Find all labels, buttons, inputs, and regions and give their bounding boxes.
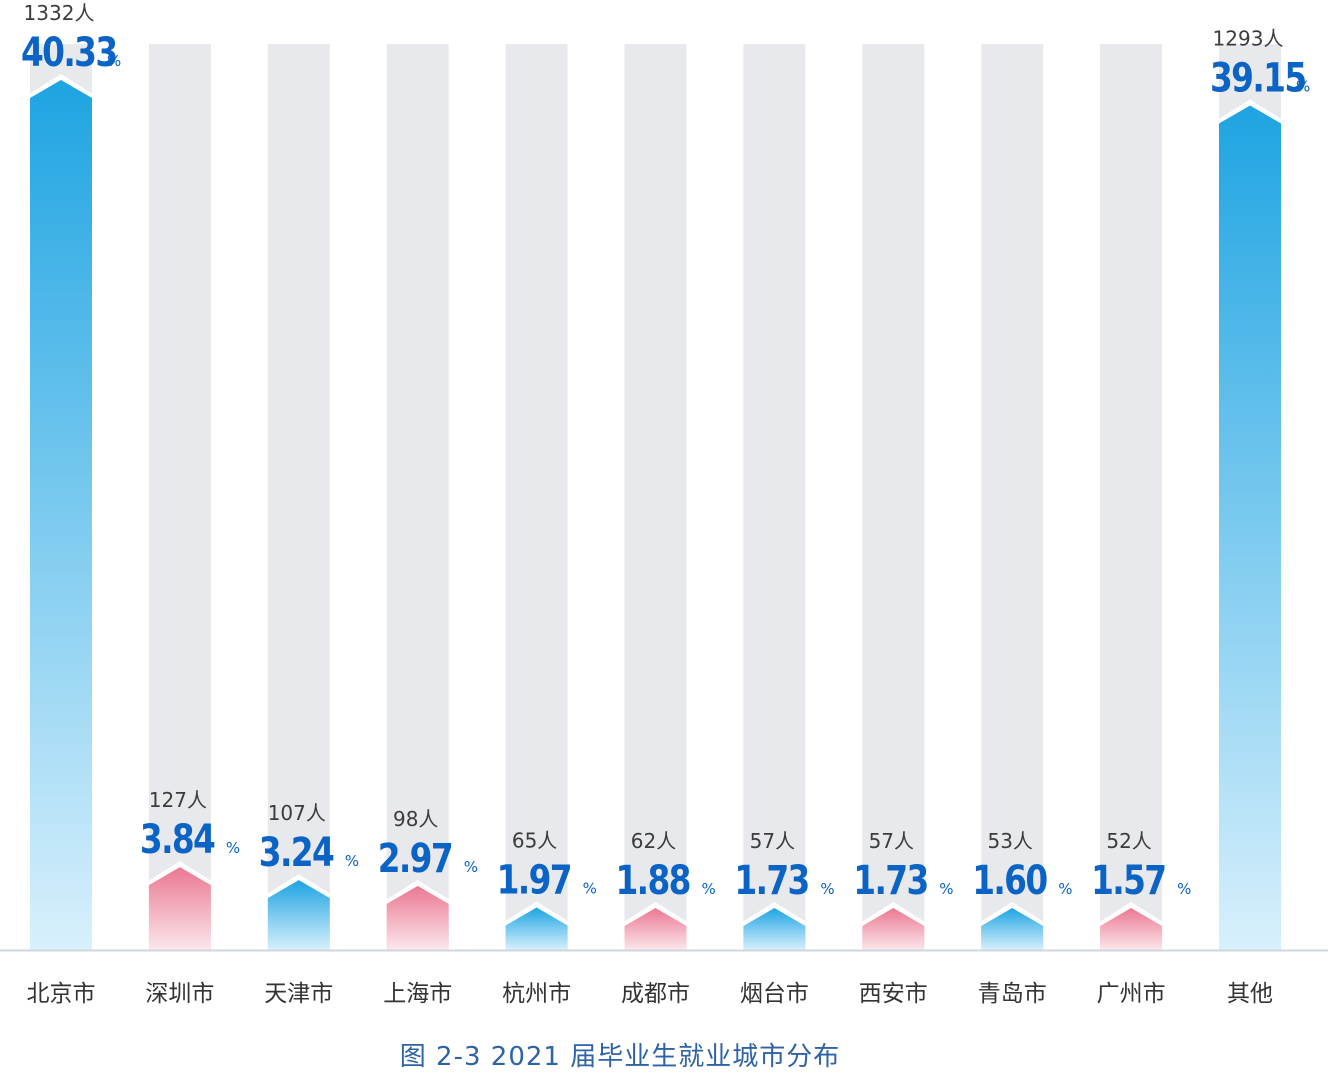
bar-track: [862, 44, 925, 950]
unit-label: %: [226, 839, 240, 857]
data-label: 40.33: [21, 29, 117, 76]
bar-track: [267, 44, 330, 950]
count-label: 1293人: [1213, 26, 1284, 50]
data-label: 3.84: [140, 816, 215, 863]
bar-track: [386, 44, 449, 950]
unit-label: %: [1177, 880, 1191, 898]
x-tick-label: 深圳市: [145, 981, 214, 1007]
data-label: 2.97: [378, 835, 452, 882]
unit-label: %: [939, 880, 953, 898]
count-label: 127人: [149, 788, 207, 812]
count-label: 65人: [512, 829, 557, 853]
bar-track: [148, 44, 211, 950]
unit-label: %: [583, 880, 597, 898]
data-label: 1.57: [1091, 857, 1165, 904]
data-label: 1.73: [853, 857, 927, 904]
count-label: 1332人: [24, 1, 95, 25]
bar: [1219, 105, 1281, 950]
unit-label: %: [1296, 77, 1310, 95]
bar-track: [743, 44, 806, 950]
x-tick-label: 成都市: [621, 981, 690, 1007]
x-tick-label: 西安市: [859, 981, 928, 1007]
bar-track: [1100, 44, 1163, 950]
data-label: 1.73: [734, 857, 808, 904]
bar-track: [981, 44, 1044, 950]
x-tick-label: 上海市: [383, 981, 452, 1007]
count-label: 98人: [393, 807, 438, 831]
bar: [862, 908, 925, 950]
bar-track: [505, 44, 568, 950]
count-label: 52人: [1106, 829, 1151, 853]
count-label: 57人: [750, 829, 795, 853]
x-tick-label: 天津市: [264, 981, 333, 1007]
count-label: 53人: [987, 829, 1032, 853]
bar: [386, 885, 449, 950]
x-tick-label: 杭州市: [502, 981, 571, 1007]
bar-track: [624, 44, 687, 950]
count-label: 62人: [631, 829, 676, 853]
x-tick-label: 烟台市: [740, 981, 809, 1007]
x-tick-label: 其他: [1227, 981, 1273, 1007]
count-label: 107人: [268, 801, 326, 825]
bar: [743, 908, 806, 950]
unit-label: %: [702, 880, 716, 898]
bar: [148, 867, 211, 950]
chart-title: 图 2-3 2021 届毕业生就业城市分布: [399, 1042, 841, 1072]
bar: [981, 908, 1044, 950]
bar: [30, 80, 92, 950]
bar: [1100, 908, 1163, 950]
data-label: 39.15: [1210, 54, 1306, 101]
data-label: 1.60: [972, 857, 1047, 904]
unit-label: %: [107, 52, 121, 70]
bar: [267, 880, 330, 950]
data-label: 1.97: [497, 856, 571, 903]
unit-label: %: [345, 852, 359, 870]
x-tick-label: 广州市: [1097, 981, 1166, 1007]
data-label: 1.88: [616, 857, 691, 904]
unit-label: %: [820, 880, 834, 898]
unit-label: %: [464, 858, 478, 876]
bar: [505, 907, 568, 950]
bar: [624, 908, 687, 950]
unit-label: %: [1058, 880, 1072, 898]
data-label: 3.24: [259, 829, 334, 876]
x-tick-label: 青岛市: [978, 981, 1047, 1007]
x-tick-label: 北京市: [27, 981, 96, 1007]
count-label: 57人: [869, 829, 914, 853]
